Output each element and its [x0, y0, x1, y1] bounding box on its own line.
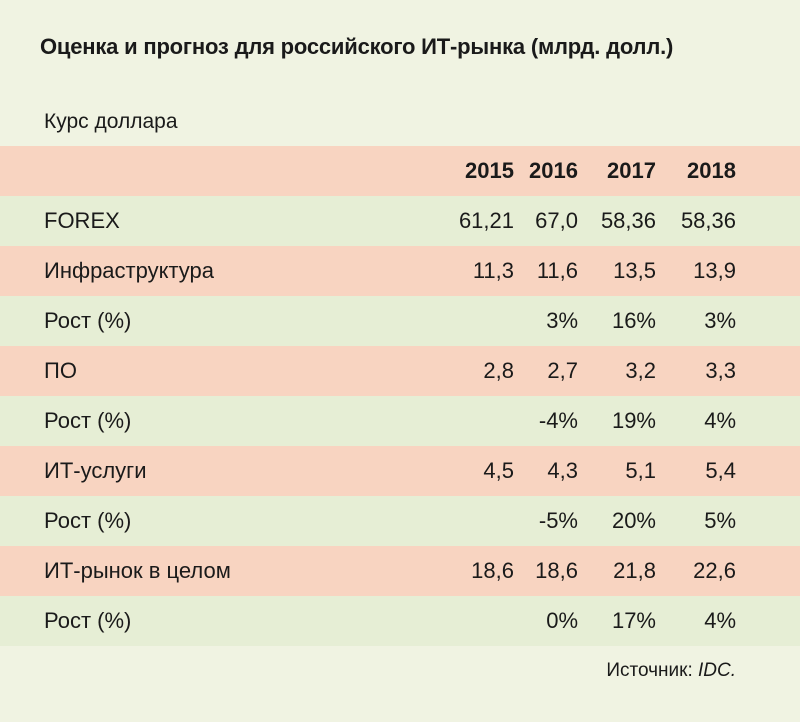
table-title: Оценка и прогноз для российского ИТ-рынк…: [40, 34, 674, 59]
table-cell: 4,5: [483, 458, 514, 483]
source-prefix: Источник:: [606, 660, 698, 681]
table-cell: 4,3: [547, 458, 578, 483]
table-cell: 4%: [704, 608, 736, 633]
table-row: Рост (%) -4% 19% 4%: [0, 396, 800, 446]
year-header: 2015: [465, 158, 514, 183]
table-cell: 58,36: [680, 208, 736, 233]
table-cell: 61,21: [458, 208, 514, 233]
row-label: Рост (%): [44, 308, 132, 333]
table-cell: -4%: [538, 408, 578, 433]
table-cell: 3%: [704, 308, 736, 333]
table-cell: 19%: [611, 408, 656, 433]
source-note: Источник: IDC.: [606, 660, 736, 682]
table-row: Рост (%) 0% 17% 4%: [0, 596, 800, 646]
year-header: 2018: [687, 158, 736, 183]
data-table: 2015 2016 2017 2018 FOREX 61,21 67,0 58,…: [0, 146, 800, 646]
table-cell: 3,3: [705, 358, 736, 383]
table-row: ИТ-рынок в целом 18,6 18,6 21,8 22,6: [0, 546, 800, 596]
table-row: FOREX 61,21 67,0 58,36 58,36: [0, 196, 800, 246]
table-row: Инфраструктура 11,3 11,6 13,5 13,9: [0, 246, 800, 296]
table-cell: 3%: [546, 308, 578, 333]
table-cell: 5%: [704, 508, 736, 533]
row-label: Рост (%): [44, 508, 132, 533]
table-row: ПО 2,8 2,7 3,2 3,3: [0, 346, 800, 396]
table-cell: 20%: [611, 508, 656, 533]
table-cell: 13,5: [613, 258, 656, 283]
table-cell: 21,8: [613, 558, 656, 583]
table-cell: 3,2: [625, 358, 656, 383]
table-cell: -5%: [538, 508, 578, 533]
row-label: Инфраструктура: [44, 258, 215, 283]
year-header: 2016: [529, 158, 578, 183]
row-label: ИТ-услуги: [44, 458, 147, 483]
table-cell: 2,7: [547, 358, 578, 383]
table-row: Рост (%) -5% 20% 5%: [0, 496, 800, 546]
table-cell: 18,6: [471, 558, 514, 583]
table-cell: 17%: [611, 608, 656, 633]
table-row: Рост (%) 3% 16% 3%: [0, 296, 800, 346]
source-name: IDC.: [698, 660, 736, 681]
row-label: Рост (%): [44, 608, 132, 633]
table-cell: 16%: [611, 308, 656, 333]
row-label: FOREX: [44, 208, 120, 233]
table-cell: 58,36: [600, 208, 656, 233]
table-cell: 4%: [704, 408, 736, 433]
table-cell: 0%: [546, 608, 578, 633]
year-header: 2017: [607, 158, 656, 183]
row-label: ПО: [44, 358, 77, 383]
table-cell: 22,6: [693, 558, 736, 583]
table-cell: 11,3: [472, 258, 514, 283]
table-row: ИТ-услуги 4,5 4,3 5,1 5,4: [0, 446, 800, 496]
row-label: Рост (%): [44, 408, 132, 433]
row-label: ИТ-рынок в целом: [44, 558, 231, 583]
header-row: 2015 2016 2017 2018: [0, 146, 800, 196]
table-cell: 11,6: [536, 258, 578, 283]
table-cell: 5,1: [625, 458, 656, 483]
table-cell: 18,6: [535, 558, 578, 583]
table-cell: 67,0: [535, 208, 578, 233]
table-cell: 13,9: [693, 258, 736, 283]
table-subtitle: Курс доллара: [44, 110, 178, 133]
table-cell: 5,4: [705, 458, 736, 483]
table-cell: 2,8: [483, 358, 514, 383]
